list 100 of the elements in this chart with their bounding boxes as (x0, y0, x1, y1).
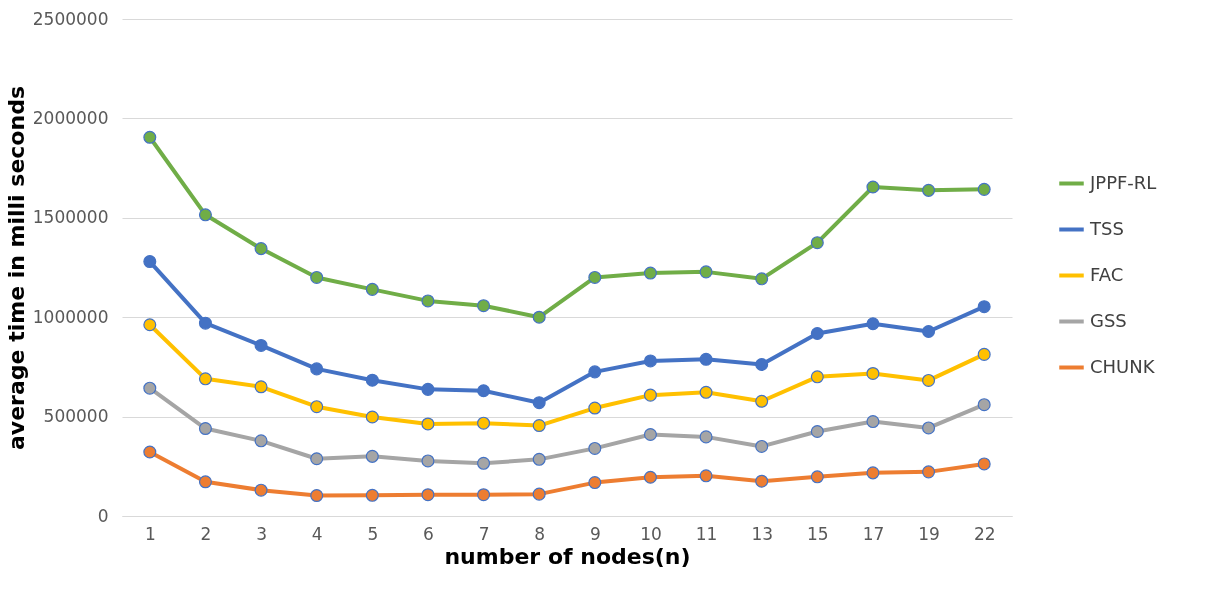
point (421, 417, 435, 431)
point (699, 430, 713, 444)
point (643, 266, 657, 280)
point (365, 373, 379, 387)
point (421, 294, 435, 308)
x-tick-label: 4 (311, 523, 323, 544)
point (532, 487, 546, 501)
point (922, 325, 936, 339)
point (755, 358, 769, 372)
point (143, 381, 157, 395)
point (699, 265, 713, 279)
y-axis-title: average time in milli seconds (3, 86, 29, 450)
point (643, 470, 657, 484)
point (198, 208, 212, 222)
point (310, 400, 324, 414)
x-tick-label: 1 (144, 523, 156, 544)
legend-label: TSS (1089, 217, 1124, 239)
x-tick-label: 8 (534, 523, 546, 544)
y-tick-label: 2500000 (32, 8, 109, 29)
x-tick-label: 5 (367, 523, 379, 544)
point (143, 130, 157, 144)
point (532, 419, 546, 433)
point (699, 352, 713, 366)
point (866, 317, 880, 331)
point (588, 270, 602, 284)
point (643, 427, 657, 441)
point (310, 452, 324, 466)
point (866, 180, 880, 194)
point (477, 488, 491, 502)
point (643, 354, 657, 368)
y-tick-label: 500000 (43, 406, 109, 427)
point (977, 457, 991, 471)
x-tick-label: 10 (640, 523, 662, 544)
point (922, 465, 936, 479)
point (977, 347, 991, 361)
point (699, 385, 713, 399)
point (810, 327, 824, 341)
point (532, 310, 546, 324)
point (643, 388, 657, 402)
point (198, 475, 212, 489)
point (143, 445, 157, 459)
point (477, 299, 491, 313)
point (254, 338, 268, 352)
point (699, 469, 713, 483)
point (532, 452, 546, 466)
legend-label: GSS (1090, 309, 1127, 331)
point (365, 449, 379, 463)
point (532, 396, 546, 410)
point (477, 416, 491, 430)
point (810, 470, 824, 484)
x-tick-label: 19 (918, 523, 940, 544)
point (922, 421, 936, 435)
point (254, 434, 268, 448)
y-tick-label: 1500000 (32, 207, 109, 228)
point (755, 474, 769, 488)
x-tick-label: 7 (478, 523, 490, 544)
point (365, 282, 379, 296)
point (755, 439, 769, 453)
point (866, 415, 880, 429)
point (866, 466, 880, 480)
point (254, 242, 268, 256)
point (143, 318, 157, 332)
x-tick-label: 22 (973, 523, 996, 544)
x-tick-label: 9 (589, 523, 601, 544)
point (477, 384, 491, 398)
point (421, 382, 435, 396)
point (198, 372, 212, 386)
point (588, 401, 602, 415)
x-tick-label: 6 (423, 523, 434, 544)
x-tick-label: 17 (862, 523, 885, 544)
point (588, 365, 602, 379)
point (310, 489, 324, 503)
legend-label: CHUNK (1090, 355, 1156, 377)
point (755, 394, 769, 408)
x-tick-label: 13 (751, 523, 774, 544)
point (310, 362, 324, 376)
point (421, 454, 435, 468)
point (810, 425, 824, 439)
point (310, 270, 324, 284)
point (588, 441, 602, 455)
point (421, 488, 435, 502)
point (977, 182, 991, 196)
point (588, 476, 602, 490)
point (755, 272, 769, 286)
point (477, 456, 491, 470)
point (922, 373, 936, 387)
point (365, 410, 379, 424)
legend-label: JPPF-RL (1089, 171, 1157, 193)
x-tick-label: 3 (256, 523, 267, 544)
point (198, 422, 212, 436)
y-tick-label: 2000000 (32, 107, 109, 128)
point (922, 183, 936, 197)
point (198, 316, 212, 330)
x-tick-label: 2 (200, 523, 212, 544)
point (143, 255, 157, 269)
point (810, 370, 824, 384)
point (977, 398, 991, 412)
y-tick-label: 0 (97, 505, 109, 526)
y-tick-label: 1000000 (32, 306, 109, 327)
point (810, 236, 824, 250)
